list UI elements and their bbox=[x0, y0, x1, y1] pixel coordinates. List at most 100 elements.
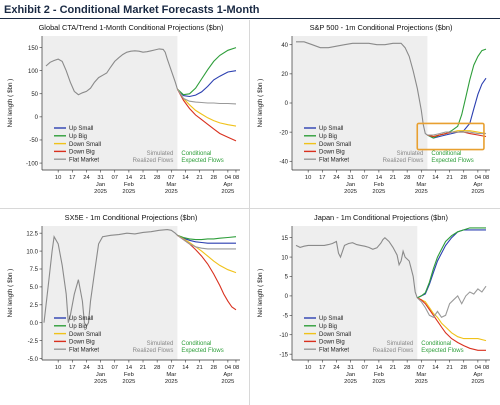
x-tick-label: 07 bbox=[418, 175, 424, 181]
historical-shading bbox=[42, 226, 178, 360]
x-tick-label: 24 bbox=[333, 175, 340, 181]
series-line-up-small bbox=[427, 77, 487, 139]
x-tick-label: 2025 bbox=[372, 379, 385, 385]
annotation-conditional-expected: Conditional bbox=[181, 341, 211, 347]
x-tick-label: 10 bbox=[305, 365, 311, 371]
series-line-up-big bbox=[417, 227, 486, 299]
header-rule bbox=[0, 18, 500, 19]
legend-label: Flat Market bbox=[319, 347, 349, 353]
annotation-conditional-expected: Expected Flows bbox=[181, 158, 223, 164]
x-tick-label: 07 bbox=[112, 175, 118, 181]
legend-label: Up Small bbox=[69, 126, 93, 132]
y-tick-label: 12.5 bbox=[26, 231, 38, 237]
series-line-down-small bbox=[417, 297, 487, 342]
x-tick-label: Feb bbox=[374, 372, 384, 378]
y-tick-label: -40 bbox=[279, 159, 288, 165]
x-tick-label: 21 bbox=[446, 175, 452, 181]
x-tick-label: 04 bbox=[475, 175, 482, 181]
annotation-simulated-realized: Realized Flows bbox=[133, 158, 174, 164]
chart-title: S&P 500 - 1m Conditional Projections ($b… bbox=[310, 23, 453, 32]
x-tick-label: 08 bbox=[483, 175, 489, 181]
y-tick-label: 100 bbox=[28, 69, 39, 75]
exhibit-title: Exhibit 2 - Conditional Market Forecasts… bbox=[4, 4, 260, 16]
y-tick-label: -20 bbox=[279, 130, 288, 136]
legend-label: Flat Market bbox=[69, 157, 99, 163]
annotation-conditional-expected: Conditional bbox=[421, 341, 451, 347]
chart-svg-japan: Japan - 1m Conditional Projections ($bn)… bbox=[257, 213, 490, 385]
x-tick-label: 2025 bbox=[344, 379, 357, 385]
highlight-box bbox=[416, 122, 485, 151]
x-tick-label: 07 bbox=[168, 365, 174, 371]
chart-svg-sx5e: SX5E - 1m Conditional Projections ($bn) -… bbox=[7, 213, 240, 385]
x-tick-label: 2025 bbox=[221, 189, 234, 195]
y-tick-label: 20 bbox=[281, 72, 288, 78]
y-tick-label: -2.5 bbox=[28, 339, 39, 345]
x-tick-label: 28 bbox=[211, 365, 217, 371]
legend-label: Flat Market bbox=[319, 157, 349, 163]
y-tick-label: 40 bbox=[281, 43, 288, 49]
series-line-up-big bbox=[427, 48, 487, 139]
series-line-down-small bbox=[176, 88, 237, 127]
x-tick-label: 14 bbox=[182, 175, 189, 181]
x-tick-label: 07 bbox=[362, 175, 368, 181]
exhibit-header: Exhibit 2 - Conditional Market Forecasts… bbox=[0, 0, 500, 20]
x-tick-label: 10 bbox=[55, 365, 61, 371]
y-tick-label: 50 bbox=[31, 92, 38, 98]
x-tick-label: 17 bbox=[69, 365, 75, 371]
series-line-up-big bbox=[177, 47, 237, 96]
legend-label: Down Small bbox=[69, 332, 101, 338]
series-line-up-small bbox=[177, 234, 236, 244]
y-axis-label: Net length ( $bn ) bbox=[7, 79, 14, 128]
x-tick-label: 10 bbox=[55, 175, 61, 181]
x-tick-label: Mar bbox=[416, 372, 426, 378]
y-tick-label: 10 bbox=[281, 255, 288, 261]
x-tick-label: 04 bbox=[225, 175, 232, 181]
legend-label: Down Small bbox=[319, 142, 351, 148]
y-tick-label: 7.5 bbox=[30, 267, 39, 273]
annotation-simulated-realized: Realized Flows bbox=[373, 348, 414, 354]
x-tick-label: 28 bbox=[404, 365, 410, 371]
y-tick-label: 0 bbox=[285, 294, 289, 300]
x-tick-label: 2025 bbox=[165, 189, 178, 195]
series-line-up-big bbox=[177, 234, 237, 241]
y-tick-label: -5 bbox=[283, 314, 289, 320]
x-tick-label: Feb bbox=[124, 182, 134, 188]
y-tick-label: 5.0 bbox=[30, 285, 39, 291]
series-line-history bbox=[296, 41, 428, 136]
y-axis-label: Net length ( $bn ) bbox=[7, 269, 14, 318]
legend-label: Down Small bbox=[69, 142, 101, 148]
x-tick-label: 2025 bbox=[122, 379, 135, 385]
annotation-simulated-realized: Realized Flows bbox=[133, 348, 174, 354]
x-tick-label: Jan bbox=[346, 182, 355, 188]
legend-label: Down Big bbox=[69, 150, 95, 156]
y-tick-label: 0 bbox=[285, 101, 289, 107]
chart-title: Global CTA/Trend 1-Month Conditional Pro… bbox=[39, 23, 224, 32]
annotation-conditional-expected: Expected Flows bbox=[421, 348, 463, 354]
series-line-flat-market bbox=[427, 131, 486, 136]
y-tick-label: 15 bbox=[281, 236, 288, 242]
series-line-flat-market bbox=[416, 285, 487, 319]
series-line-history bbox=[295, 236, 418, 299]
series-line-down-big bbox=[177, 234, 237, 311]
x-tick-label: 21 bbox=[140, 175, 146, 181]
y-tick-label: 10.0 bbox=[26, 249, 38, 255]
x-tick-label: 21 bbox=[390, 175, 396, 181]
x-tick-label: Mar bbox=[166, 372, 176, 378]
annotation-simulated-realized: Simulated bbox=[147, 341, 174, 347]
x-tick-label: 14 bbox=[376, 175, 383, 181]
x-tick-label: 28 bbox=[461, 175, 467, 181]
x-tick-label: Apr bbox=[223, 182, 232, 188]
chart-svg-sp500: S&P 500 - 1m Conditional Projections ($b… bbox=[257, 23, 490, 195]
x-tick-label: 28 bbox=[154, 175, 160, 181]
annotation-simulated-realized: Simulated bbox=[397, 151, 424, 157]
x-tick-label: 2025 bbox=[471, 379, 484, 385]
y-tick-label: -10 bbox=[279, 333, 288, 339]
legend-label: Down Big bbox=[69, 340, 95, 346]
x-tick-label: 28 bbox=[211, 175, 217, 181]
x-tick-label: 28 bbox=[404, 175, 410, 181]
x-tick-label: Jan bbox=[96, 182, 105, 188]
x-tick-label: 24 bbox=[333, 365, 340, 371]
x-tick-label: 2025 bbox=[94, 189, 107, 195]
legend-label: Up Small bbox=[319, 126, 343, 132]
x-tick-label: 31 bbox=[347, 365, 353, 371]
